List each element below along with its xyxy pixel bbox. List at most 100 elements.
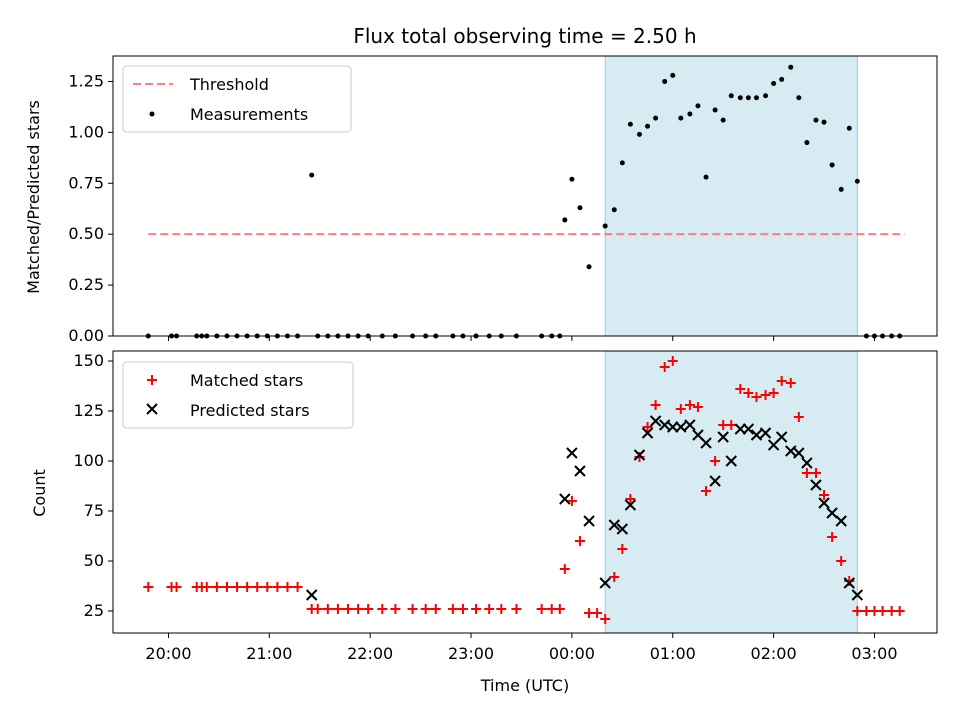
bottom-x-tick-label: 21:00 bbox=[246, 644, 292, 663]
matched-stars-point bbox=[801, 468, 812, 478]
measurement-point bbox=[771, 80, 777, 86]
matched-stars-point bbox=[768, 388, 779, 398]
matched-stars-legend-swatch bbox=[147, 375, 157, 385]
predicted-stars-point bbox=[785, 445, 797, 457]
predicted-stars-legend-swatch bbox=[146, 403, 158, 415]
bottom-y-tick-label: 150 bbox=[73, 351, 104, 370]
matched-stars-point bbox=[785, 378, 796, 388]
matched-stars-point bbox=[642, 422, 653, 432]
matched-stars-point bbox=[457, 604, 468, 614]
bottom-x-tick-label: 00:00 bbox=[549, 644, 595, 663]
measurement-point bbox=[586, 264, 592, 270]
top-panel: 0.00 0.25 0.50 0.75 1.00 1.25 bbox=[68, 55, 938, 345]
measurement-point bbox=[670, 72, 676, 78]
matched-stars-point bbox=[675, 404, 686, 414]
measurement-point bbox=[653, 115, 659, 121]
matched-stars-point bbox=[710, 456, 721, 466]
measurement-point bbox=[737, 95, 743, 101]
measurement-point bbox=[838, 186, 844, 192]
predicted-stars-point bbox=[801, 457, 813, 469]
measurement-point bbox=[577, 205, 583, 211]
measurement-point bbox=[611, 207, 617, 213]
measurement-point bbox=[695, 103, 701, 109]
matched-stars-point bbox=[272, 582, 283, 592]
measurement-point bbox=[687, 111, 693, 117]
measurement-point bbox=[788, 64, 794, 70]
predicted-stars-point bbox=[700, 437, 712, 449]
bottom-x-tick-label: 23:00 bbox=[448, 644, 494, 663]
matched-stars-point bbox=[554, 604, 565, 614]
measurement-point bbox=[763, 93, 769, 99]
matched-stars-point bbox=[211, 582, 222, 592]
measurement-point bbox=[720, 117, 726, 123]
measurement-point bbox=[602, 223, 608, 229]
measurement-point bbox=[796, 95, 802, 101]
matched-stars-point bbox=[292, 582, 303, 592]
predicted-stars-point bbox=[305, 589, 318, 601]
measurement-point bbox=[846, 125, 852, 131]
matched-stars-point bbox=[143, 582, 154, 592]
matched-stars-point bbox=[726, 420, 737, 430]
bottom-shaded-interval bbox=[604, 350, 858, 634]
bottom-y-tick-label: 50 bbox=[84, 551, 104, 570]
bottom-y-tick-label: 75 bbox=[84, 501, 104, 520]
predicted-stars-point bbox=[835, 515, 847, 527]
bottom-y-tick-label: 100 bbox=[73, 451, 104, 470]
measurement-point bbox=[562, 217, 568, 223]
matched-stars-point bbox=[574, 536, 585, 546]
predicted-stars-point bbox=[709, 475, 721, 487]
matched-stars-point bbox=[242, 582, 253, 592]
predicted-stars-point bbox=[616, 523, 629, 535]
bottom-legend-frame bbox=[122, 361, 354, 429]
matched-stars-point bbox=[420, 604, 431, 614]
measurement-point bbox=[854, 178, 860, 184]
top-y-tick-label: 1.25 bbox=[68, 71, 104, 90]
matched-stars-point bbox=[894, 606, 905, 616]
predicted-stars-point bbox=[742, 423, 755, 435]
measurement-point bbox=[645, 123, 651, 129]
top-y-axis-label: Matched/Predicted stars bbox=[24, 100, 43, 294]
matched-stars-point bbox=[312, 604, 323, 614]
matched-stars-point bbox=[592, 608, 603, 618]
matched-stars-point bbox=[735, 384, 746, 394]
matched-stars-point bbox=[377, 604, 388, 614]
x-axis-label: Time (UTC) bbox=[480, 676, 569, 695]
matched-stars-point bbox=[819, 490, 830, 500]
bottom-y-tick-label: 125 bbox=[73, 401, 104, 420]
matched-stars-point bbox=[743, 388, 754, 398]
top-y-tick-label: 1.00 bbox=[68, 122, 104, 141]
predicted-stars-point bbox=[583, 515, 595, 527]
matched-stars-point bbox=[600, 614, 611, 624]
predicted-stars-point bbox=[559, 493, 571, 505]
predicted-stars-point bbox=[810, 479, 822, 491]
measurement-point bbox=[309, 172, 315, 178]
matched-stars-point bbox=[471, 604, 482, 614]
top-y-tick-label: 0.00 bbox=[68, 326, 104, 345]
top-legend-frame bbox=[122, 65, 352, 133]
matched-stars-point bbox=[559, 564, 570, 574]
predicted-stars-point bbox=[851, 589, 864, 601]
predicted-stars-point bbox=[624, 499, 637, 511]
bottom-x-tick-label: 22:00 bbox=[347, 644, 393, 663]
matched-stars-point bbox=[827, 532, 838, 542]
measurement-point bbox=[821, 119, 827, 125]
measurement-point bbox=[636, 131, 642, 137]
matched-stars-point bbox=[332, 604, 343, 614]
matched-stars-point bbox=[390, 604, 401, 614]
matched-stars-legend-label: Matched stars bbox=[190, 371, 303, 390]
bottom-panel: 25 50 75 100 125 150 20:00 21:00 22:00 23:00 00:00… bbox=[73, 350, 938, 663]
measurement-point bbox=[569, 176, 575, 182]
predicted-stars-point bbox=[775, 431, 788, 443]
matched-stars-point bbox=[877, 606, 888, 616]
top-y-tick-label: 0.75 bbox=[68, 173, 104, 192]
matched-stars-point bbox=[447, 604, 458, 614]
bottom-y-tick-label: 25 bbox=[84, 601, 104, 620]
matched-stars-point bbox=[353, 604, 364, 614]
matched-stars-point bbox=[836, 556, 847, 566]
matched-stars-point bbox=[511, 604, 522, 614]
matched-stars-point bbox=[262, 582, 273, 592]
matched-stars-point bbox=[171, 582, 182, 592]
matched-stars-point bbox=[322, 604, 333, 614]
bottom-y-axis-label: Count bbox=[30, 469, 49, 517]
